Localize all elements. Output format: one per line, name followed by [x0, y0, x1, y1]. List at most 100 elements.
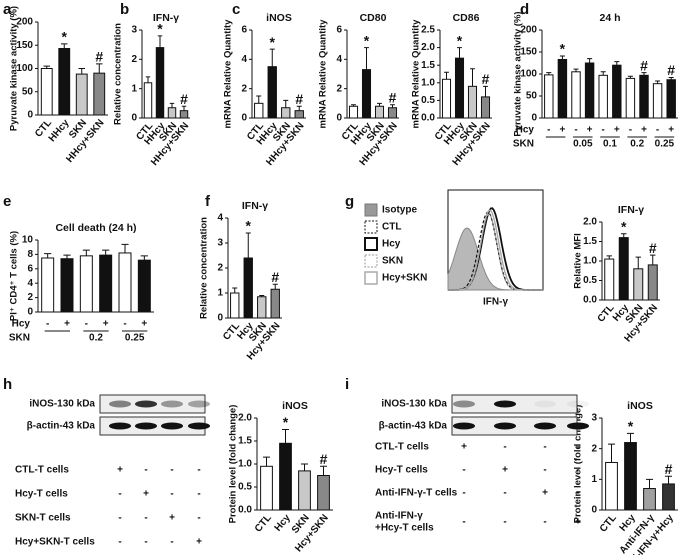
x-row-value: - — [574, 125, 577, 136]
y-tick-label: 4 — [217, 213, 223, 224]
significance-marker: # — [389, 90, 397, 106]
x-tick-label: CTL — [253, 513, 274, 535]
y-axis-label: mRNA Relative Quantity — [318, 19, 329, 129]
x-row-label: SKN — [9, 333, 30, 344]
bar — [155, 47, 165, 119]
row-sign: - — [503, 442, 506, 453]
y-tick-label: 150 — [520, 47, 537, 58]
row-sign: - — [118, 489, 121, 500]
row-sign: + — [143, 489, 149, 500]
blot-band — [567, 400, 589, 408]
row-sign: - — [197, 513, 200, 524]
row-sign: - — [170, 489, 173, 500]
bar — [557, 58, 568, 119]
x-row-value: + — [668, 125, 674, 136]
y-tick-label: 0 — [27, 110, 33, 121]
panel-letter: c — [232, 1, 240, 18]
y-axis-label: Pyruvate kinase activity (%) — [9, 6, 20, 131]
row-label: Hcy-T cells — [375, 465, 428, 476]
row-sign: + — [575, 517, 581, 528]
bar — [41, 257, 55, 313]
x-tick-label: Hcy — [273, 512, 294, 533]
y-tick-label: 2 — [27, 292, 33, 303]
blot-band — [534, 422, 556, 430]
row-sign: + — [461, 442, 467, 453]
row-sign: - — [462, 465, 465, 476]
y-tick-label: 1 — [217, 288, 223, 299]
blot-label: β-actin-43 kDa — [27, 421, 96, 432]
significance-marker: * — [283, 414, 289, 430]
y-tick-label: 6 — [27, 263, 33, 274]
x-row-value: 0.1 — [603, 139, 617, 150]
bar — [75, 73, 88, 116]
x-row-value: + — [141, 319, 147, 330]
bar — [93, 72, 106, 116]
row-sign: - — [543, 465, 546, 476]
bar — [387, 107, 398, 119]
y-tick-label: 0 — [217, 313, 223, 324]
y-tick-label: 2.0 — [421, 42, 435, 53]
bar — [243, 257, 253, 319]
row-label: Anti-IFN-γ — [375, 511, 423, 522]
y-tick-label: 50 — [22, 86, 34, 97]
row-sign: - — [576, 465, 579, 476]
chart-title: IFN-γ — [242, 200, 268, 212]
bar — [79, 255, 93, 313]
bar — [652, 83, 663, 119]
blot-band — [567, 422, 589, 430]
histogram-hcy-skn — [448, 209, 543, 291]
row-label: Hcy+SKN-T cells — [15, 537, 95, 548]
bar — [260, 465, 273, 511]
blot-band — [188, 422, 210, 430]
panel-letter: b — [120, 1, 129, 18]
y-tick-label: 200 — [520, 25, 537, 36]
y-tick-label: 1.5 — [238, 436, 252, 447]
chart-title: CD86 — [453, 12, 480, 24]
panel-letter: h — [3, 376, 12, 393]
row-sign: + — [196, 537, 202, 548]
bar — [662, 483, 675, 511]
y-tick-label: 2 — [241, 83, 247, 94]
y-tick-label: 0.0 — [238, 505, 252, 516]
y-tick-label: 2.0 — [238, 413, 252, 424]
blot-band — [534, 400, 556, 408]
blot-label: β-actin-43 kDa — [379, 421, 448, 432]
blot-band — [453, 422, 475, 430]
significance-marker: * — [457, 32, 463, 48]
bar — [254, 102, 264, 119]
y-tick-label: 1 — [591, 474, 597, 485]
bar — [294, 110, 304, 119]
legend-swatch — [364, 220, 378, 234]
y-tick-label: 100 — [16, 63, 33, 74]
panel-letter: d — [520, 1, 529, 18]
bar — [348, 105, 359, 119]
bar — [454, 57, 465, 119]
bar — [267, 66, 277, 119]
y-axis-label: Pyruvate kinase activity (%) — [513, 11, 524, 136]
y-tick-label: 10 — [22, 235, 34, 246]
row-sign: + — [502, 465, 508, 476]
x-row-value: - — [629, 125, 632, 136]
legend-label: Hcy — [382, 239, 401, 250]
y-tick-label: 0.5 — [238, 482, 252, 493]
bar — [279, 442, 292, 511]
x-row-value: - — [602, 125, 605, 136]
blot-band — [188, 400, 210, 408]
significance-marker: * — [62, 29, 68, 45]
panel-letter: a — [3, 1, 12, 18]
x-row-value: + — [559, 125, 565, 136]
y-tick-label: 0 — [336, 113, 342, 124]
significance-marker: # — [180, 91, 188, 107]
y-tick-label: 3 — [131, 25, 137, 36]
bar — [666, 79, 676, 119]
row-sign: - — [576, 488, 579, 499]
x-row-value: - — [547, 125, 550, 136]
blot-band — [135, 422, 157, 430]
row-label: CTL-T cells — [15, 465, 69, 476]
bar — [230, 292, 240, 319]
row-sign: - — [503, 488, 506, 499]
significance-marker: # — [295, 91, 303, 107]
legend-label: Hcy+SKN — [382, 273, 427, 284]
x-row-value: + — [641, 125, 647, 136]
row-sign: + — [169, 513, 175, 524]
